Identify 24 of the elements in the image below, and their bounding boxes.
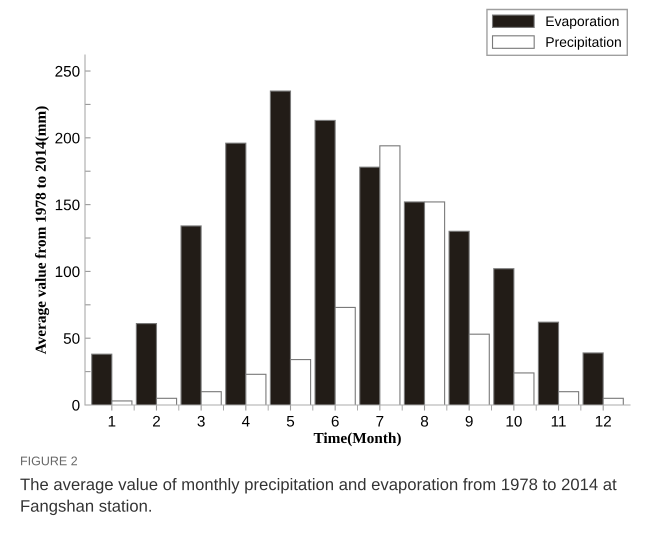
- x-tick-label: 11: [552, 416, 566, 426]
- x-tick-label: 10: [506, 416, 522, 427]
- y-tick-label: 50: [64, 333, 80, 344]
- legend-label: Evaporation: [546, 16, 619, 29]
- y-tick-label: 250: [55, 66, 80, 77]
- x-tick-label: 12: [596, 416, 611, 426]
- y-tick-label: 150: [56, 199, 80, 210]
- y-tick-label: 100: [56, 266, 80, 278]
- y-tick-label: 0: [72, 400, 80, 411]
- text: The average value of monthly precipitation and evaporation from 1978 to 2014 at Fangshan station.: [20, 478, 617, 516]
- x-tick-label: 8: [420, 416, 428, 427]
- y-axis-title: Average value from 1978 to 2014(mm): [34, 106, 50, 354]
- legend-label: Precipitation: [546, 36, 621, 50]
- x-tick-label: 5: [286, 416, 294, 427]
- x-tick-label: 7: [376, 416, 384, 426]
- x-tick-label: 2: [152, 416, 160, 426]
- x-tick-label: 1: [108, 416, 116, 426]
- x-axis-title: Time(Month): [314, 432, 401, 446]
- x-tick-label: 6: [332, 416, 339, 427]
- x-tick-label: 3: [197, 416, 205, 427]
- y-tick-label: 200: [55, 132, 80, 144]
- caption: FIGURE 2: [21, 456, 78, 466]
- x-tick-label: 9: [466, 416, 473, 427]
- x-tick-label: 4: [242, 416, 250, 426]
